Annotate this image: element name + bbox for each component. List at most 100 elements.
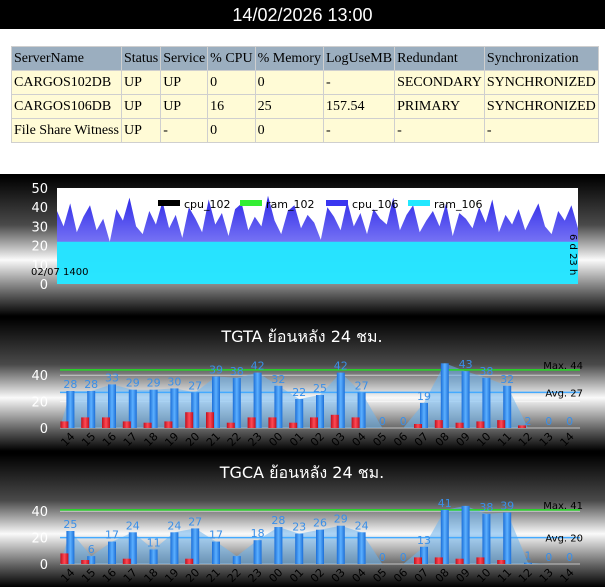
bar-red [122,421,131,428]
chart-title: TGTA ย้อนหลัง 24 ชม. [220,327,382,346]
legend-swatch [158,200,180,206]
bar-blue [420,546,428,564]
bar-blue [87,556,96,564]
bar-value-label: 22 [292,386,306,399]
y-tick-label: 20 [31,532,48,547]
table-row: CARGOS102DB UP UP 0 0 - SECONDARY SYNCHR… [11,70,599,95]
bar-blue [440,363,449,428]
bar-blue [503,385,512,428]
bar-red [60,553,69,564]
bar-value-label: 38 [479,501,493,514]
bar-value-label: 0 [400,415,407,428]
bar-blue [149,549,158,564]
column-header: Service [160,46,209,71]
column-header: % Memory [254,46,324,71]
bar-red [289,422,298,428]
y-tick-label: 40 [31,369,48,384]
chart-title: TGCA ย้อนหลัง 24 ชม. [219,463,384,482]
column-header: Redundant [394,46,485,71]
bar-value-label: 28 [84,378,98,391]
bar-blue [170,388,179,428]
bar-value-label: 0 [379,415,386,428]
bar-value-label: 0 [566,415,573,428]
bar-value-label: 17 [105,529,119,542]
table-cell: 0 [254,118,324,143]
bar-value-label: 25 [313,382,327,395]
bar-value-label: 39 [500,500,514,513]
table-cell: - [160,118,209,143]
bar-value-label: 33 [105,371,119,384]
bar-value-label: 0 [400,551,407,564]
table-cell: 0 [207,70,256,95]
table-cell: - [483,118,599,143]
bar-blue [274,527,283,564]
bar-red [122,558,131,564]
bar-value-label: 23 [292,521,306,534]
bar-red [414,557,422,564]
bar-value-label: 29 [126,377,140,390]
bar-blue [128,389,137,428]
y-tick-label: 40 [31,201,48,216]
bar-red [81,560,90,564]
bar-blue [253,372,262,428]
y-tick-label: 50 [31,182,48,197]
bar-blue [108,541,116,564]
table-cell: 16 [207,94,256,119]
bar-red [185,558,194,564]
bar-blue [87,391,96,428]
bar-value-label: 0 [566,551,573,564]
y-tick-label: 0 [40,422,48,437]
bar-value-label: 32 [500,373,514,386]
column-header: % CPU [207,46,256,71]
bar-value-label: 27 [188,515,202,528]
bar-red [268,417,277,428]
legend-label: ram_106 [434,198,482,211]
bar-red [455,558,464,564]
bar-value-label: 38 [230,365,244,378]
bar-blue [212,541,220,564]
legend-label: ram_102 [266,198,314,211]
bar-red [247,417,256,428]
bar-value-label: 6 [88,543,95,556]
bar-value-label: 24 [167,519,181,532]
datetime-header: 14/02/2026 13:00 [0,0,605,29]
bar-red [310,417,318,428]
bar-blue [461,505,470,564]
bar-blue [108,384,116,428]
bar-red [518,425,526,428]
bar-blue [295,533,304,564]
bar-value-label: 43 [459,358,473,371]
column-header: Status [120,46,162,71]
bar-blue [440,509,449,564]
legend-swatch [240,200,262,206]
table-cell: CARGOS106DB [11,94,122,119]
bar-value-label: 41 [438,497,452,510]
table-cell: UP [160,94,209,119]
bar-value-label: 27 [188,379,202,392]
bar-blue [274,385,283,428]
table-cell: - [322,118,396,143]
legend-swatch [326,200,348,206]
max-label: Max. 41 [543,501,583,512]
bar-value-label: 1 [525,550,532,563]
bar-value-label: 39 [209,364,223,377]
table-cell: SYNCHRONIZED [483,70,599,95]
bar-blue [316,395,324,428]
status-panel: ServerName Status Service % CPU % Memory… [0,29,605,174]
table-cell: UP [160,70,209,95]
bar-red [60,421,69,428]
bar-blue [191,528,200,564]
bar-red [351,417,360,428]
bar-red [226,422,235,428]
table-cell: SYNCHRONIZED [483,94,599,119]
bar-blue [232,377,241,428]
max-label: Max. 44 [543,361,583,372]
table-cell: PRIMARY [394,94,485,119]
tgca-bar-chart: TGCA ย้อนหลัง 24 ชม. 0 20 40 Max. 41 Avg. 20 2… [0,454,605,587]
bar-blue [336,525,345,564]
y-tick-label: 40 [31,505,48,520]
bar-red [164,421,173,428]
bar-blue [357,532,366,564]
table-cell: File Share Witness [11,118,122,143]
avg-label: Avg. 20 [545,534,583,545]
